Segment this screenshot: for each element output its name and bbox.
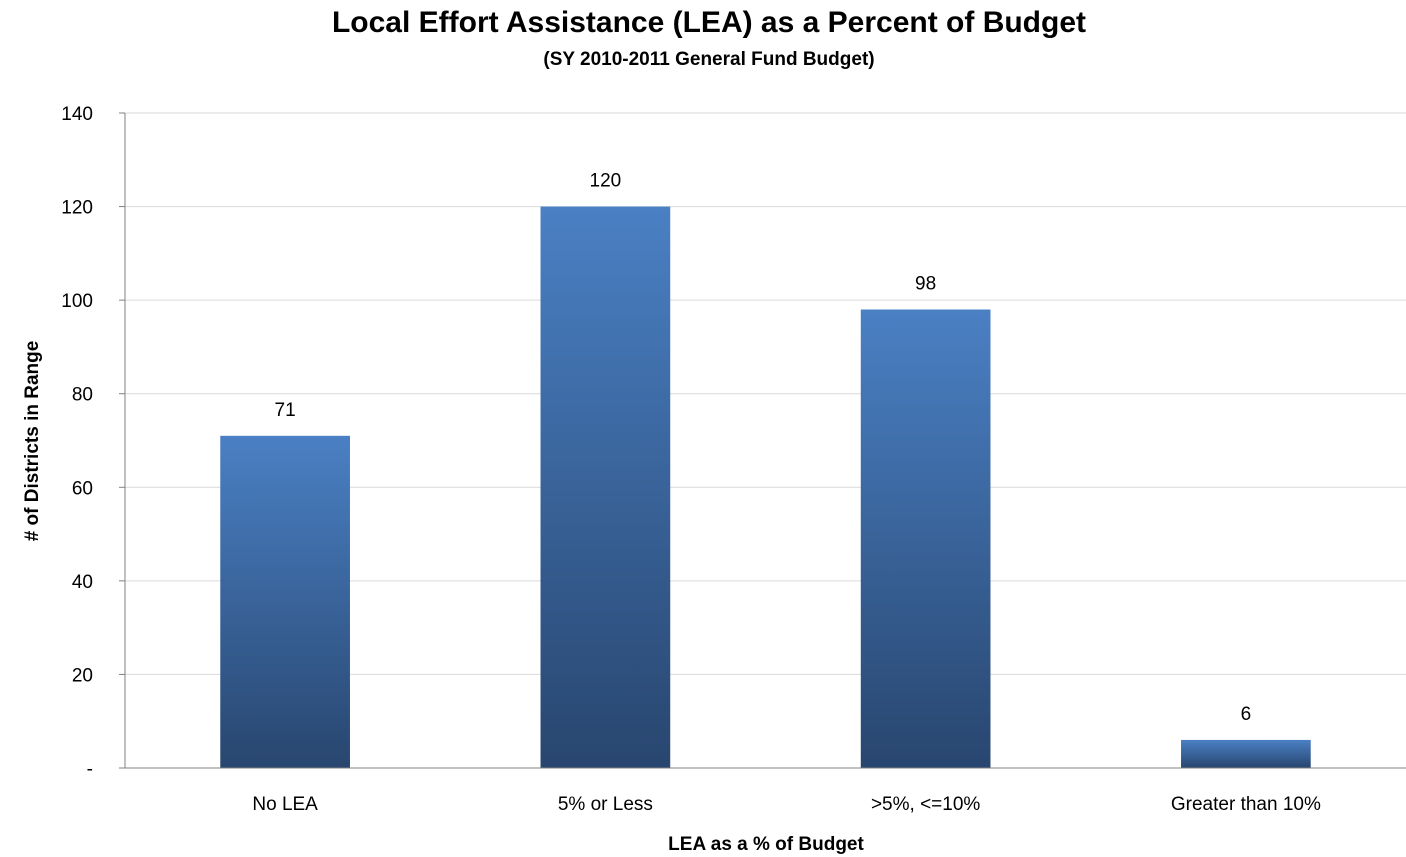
y-tick-label: 20 bbox=[72, 665, 93, 686]
bar bbox=[540, 206, 671, 769]
x-tick-label: >5%, <=10% bbox=[871, 794, 980, 815]
y-tick-label: - bbox=[87, 759, 93, 780]
data-label: 6 bbox=[1241, 704, 1252, 725]
x-tick-label: No LEA bbox=[252, 794, 318, 815]
bar bbox=[1181, 739, 1311, 768]
bar bbox=[860, 309, 991, 768]
chart-title: Local Effort Assistance (LEA) as a Perce… bbox=[331, 6, 1087, 39]
y-tick-label: 40 bbox=[72, 572, 93, 593]
y-tick-label: 80 bbox=[72, 385, 93, 406]
x-tick-label: Greater than 10% bbox=[1171, 794, 1321, 815]
y-tick-label: 120 bbox=[61, 198, 93, 219]
y-tick-label: 100 bbox=[61, 291, 93, 312]
x-axis-title: LEA as a % of Budget bbox=[668, 834, 864, 855]
labels: - 20 40 60 80 100 120 140 71 No LEA 120 5% or Less 9… bbox=[61, 104, 1321, 815]
bars bbox=[220, 206, 1311, 769]
y-tick-label: 60 bbox=[72, 478, 93, 499]
chart-subtitle: (SY 2010-2011 General Fund Budget) bbox=[543, 49, 875, 70]
y-tick-label: 140 bbox=[61, 104, 93, 125]
data-label: 120 bbox=[590, 171, 622, 192]
y-axis-title: # of Districts in Range bbox=[22, 341, 43, 542]
x-tick-label: 5% or Less bbox=[558, 794, 653, 815]
data-label: 98 bbox=[915, 274, 936, 295]
bar bbox=[220, 435, 350, 768]
data-label: 71 bbox=[275, 400, 296, 421]
axes bbox=[119, 112, 1406, 769]
gridlines bbox=[125, 112, 1406, 675]
